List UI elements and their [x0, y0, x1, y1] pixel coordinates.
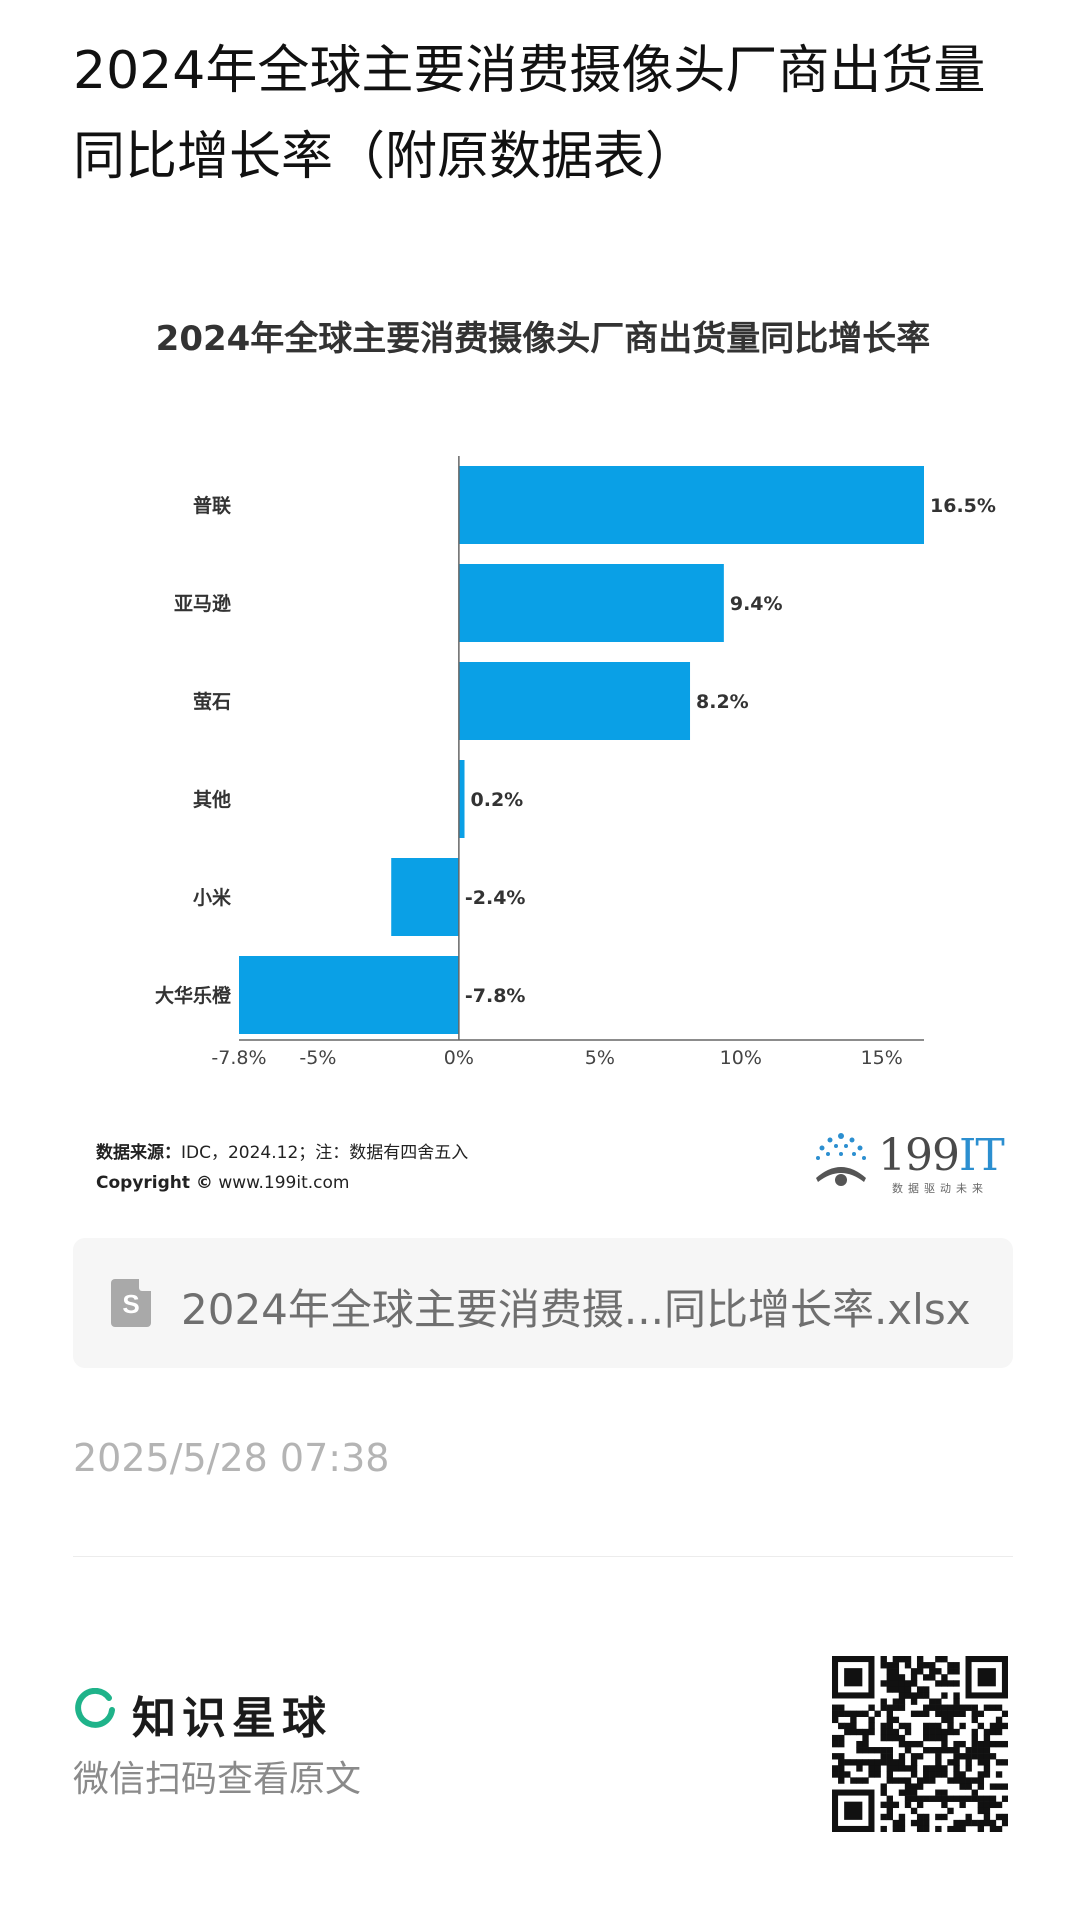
category-label: 亚马逊 [174, 593, 231, 615]
bar [239, 956, 459, 1034]
chart-card: 2024年全球主要消费摄像头厂商出货量同比增长率普联 16.5% 亚马逊 9.4% 萤石… [73, 270, 1013, 1210]
attachment-filename: 2024年全球主要消费摄...同比增长率.xlsx [181, 1285, 971, 1334]
data-label: 8.2% [696, 691, 749, 713]
bar [458, 466, 924, 544]
page-title: 2024年全球主要消费摄像头厂商出货量同比增长率（附原数据表） [73, 41, 986, 187]
bar [458, 662, 691, 740]
copyright-url: www.199it.com [218, 1173, 350, 1193]
source-text: IDC，2024.12；注：数据有四舍五入 [181, 1143, 469, 1163]
x-tick-label: 15% [861, 1047, 903, 1069]
scan-instruction: 微信扫码查看原文 [73, 1759, 362, 1800]
data-label: 16.5% [930, 495, 996, 517]
data-label: 9.4% [730, 593, 783, 615]
brand-tagline: 数据驱动未来 [892, 1182, 988, 1195]
category-label: 小米 [193, 886, 232, 909]
x-tick-label: -5% [299, 1047, 336, 1069]
brand-logo: 199IT 数据驱动未来 [808, 1128, 1008, 1198]
data-source: 数据来源：IDC，2024.12；注：数据有四舍五入 Copyright © w… [96, 1138, 468, 1198]
knowledge-planet-name: 知识星球 [132, 1693, 332, 1744]
category-label: 大华乐橙 [155, 984, 232, 1007]
brand-dots-icon [816, 1133, 866, 1186]
data-label: -2.4% [465, 887, 526, 909]
copyright-label: Copyright © [96, 1173, 213, 1193]
x-tick-label: 10% [720, 1047, 762, 1069]
spreadsheet-file-icon: S [111, 1279, 151, 1327]
x-tick-label: 5% [585, 1047, 615, 1069]
data-label: -7.8% [465, 985, 526, 1007]
bar [391, 858, 459, 936]
bar [458, 760, 465, 838]
data-label: 0.2% [471, 789, 524, 811]
source-label: 数据来源： [96, 1143, 181, 1163]
category-label: 萤石 [193, 690, 231, 713]
chart-title: 2024年全球主要消费摄像头厂商出货量同比增长率 [156, 319, 931, 359]
x-tick-label: 0% [444, 1047, 474, 1069]
qr-code[interactable] [832, 1656, 1008, 1832]
divider [73, 1556, 1013, 1557]
post-timestamp: 2025/5/28 07:38 [73, 1436, 390, 1480]
category-label: 其他 [193, 788, 231, 811]
brand-name: 199IT [878, 1130, 1005, 1181]
x-tick-label: -7.8% [211, 1047, 266, 1069]
bar [458, 564, 724, 642]
attachment-card[interactable]: S 2024年全球主要消费摄...同比增长率.xlsx [73, 1238, 1013, 1368]
knowledge-planet-logo-icon [75, 1688, 115, 1728]
category-label: 普联 [193, 494, 231, 517]
